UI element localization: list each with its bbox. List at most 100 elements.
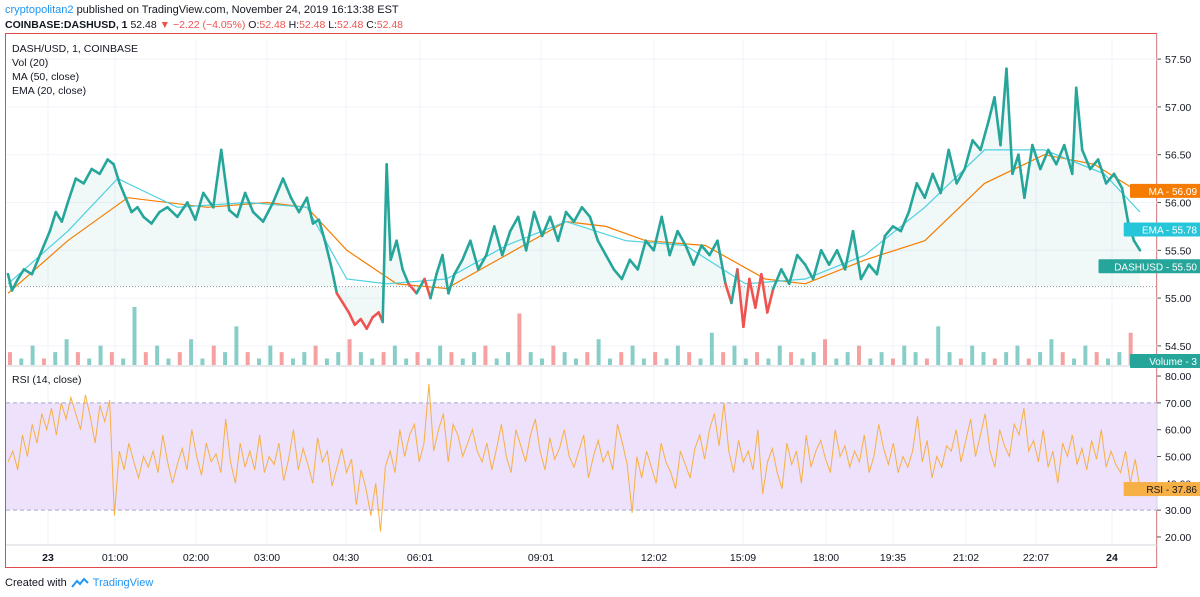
price-segment [899,210,911,233]
price-segment [508,215,520,233]
volume-bar [936,326,941,365]
volume-bar [811,352,816,365]
price-segment [971,139,982,152]
price-segment [150,210,161,225]
volume-bar [324,358,329,365]
price-segment [915,182,927,200]
volume-bar [664,358,669,365]
price-segment [883,225,895,238]
rsi-axis-label: 80.00 [1165,371,1191,383]
rsi-band [6,402,1157,511]
low-value: 52.48 [337,19,364,31]
volume-bar [460,358,465,365]
author-name[interactable]: cryptopolitan2 [5,4,74,16]
price-segment [271,177,285,204]
price-segment [1054,143,1066,166]
price-segment [1132,239,1142,252]
volume-bars [8,307,1133,365]
price-segment [923,172,935,200]
price-legend: DASH/USD, 1, COINBASE Vol (20) MA (50, c… [12,42,138,98]
volume-bar [970,345,975,365]
volume-bar [279,352,284,365]
volume-bar [41,358,46,365]
volume-bar [641,358,646,365]
price-segment [359,317,369,330]
price-segment [931,172,943,195]
price-segment [429,272,438,300]
price-segment [1070,86,1078,176]
price-segment [843,229,855,271]
price-segment [660,215,671,257]
price-segment [716,239,727,286]
price-segment [194,191,205,222]
price-segment [620,258,632,281]
price-segment [227,208,239,219]
price-segment [281,177,293,200]
legend-volume[interactable]: Vol (20) [12,57,49,69]
volume-bar [347,339,352,365]
price-segment [118,182,127,200]
tradingview-brand[interactable]: TradingView [92,577,154,589]
price-segment [955,167,966,185]
price-segment [1011,153,1020,176]
volume-bar [211,345,216,365]
price-segment [684,244,695,266]
price-segment [261,201,275,223]
price-segment [74,177,86,185]
volume-bar [506,352,511,365]
rsi-axis-label: 70.00 [1165,398,1191,410]
price-segment [447,272,456,295]
rsi-line-layer [7,384,1141,532]
volume-bar [87,358,92,365]
price-axis-label: 54.50 [1165,341,1191,353]
price-segment [365,315,375,330]
price-segment [251,210,265,223]
price-segment [441,253,450,295]
price-segment [66,177,78,204]
price-axis-label: 56.50 [1165,150,1191,162]
price-segment [993,96,1002,147]
volume-bar [53,352,58,365]
volume-bar [890,358,895,365]
price-segment [572,205,584,223]
price-segment [1088,158,1100,171]
price-segment [748,277,757,309]
price-segment [532,210,544,238]
volume-bar [585,352,590,365]
volume-bar [166,358,171,365]
volume-bar [1049,339,1054,365]
price-segment [811,248,823,281]
volume-bar [551,345,556,365]
volume-bar [619,352,624,365]
rsi-band-layer [6,402,1157,511]
price-segment [1047,148,1058,166]
price-segment [1005,67,1014,176]
price-segment [628,258,640,271]
time-axis-label: 09:01 [528,552,554,564]
volume-bar [313,345,318,365]
price-segment [827,248,839,266]
legend-ema[interactable]: EMA (20, close) [12,85,87,97]
price-segment [415,277,426,295]
price-segment [385,162,392,262]
ma-tag: MA - 56.09 [1149,187,1198,198]
price-segment [211,148,223,209]
price-change: −2.22 (−4.05%) [172,19,246,31]
price-segment [668,229,679,257]
price-segment [1023,143,1034,200]
volume-bar [75,352,80,365]
time-axis-label: 06:01 [407,552,433,564]
volume-bar [630,345,635,365]
legend-title[interactable]: DASH/USD, 1, COINBASE [12,43,139,55]
price-segment [907,182,919,214]
volume-bar [483,345,488,365]
price-segment [136,205,145,219]
price-line-layer [6,67,1142,330]
legend-rsi[interactable]: RSI (14, close) [12,374,82,386]
volume-bar [370,358,375,365]
dashusd-tag-bg [1098,259,1200,274]
legend-ma[interactable]: MA (50, close) [12,71,80,83]
volume-bar [189,339,194,365]
rsi-line [7,384,1141,532]
